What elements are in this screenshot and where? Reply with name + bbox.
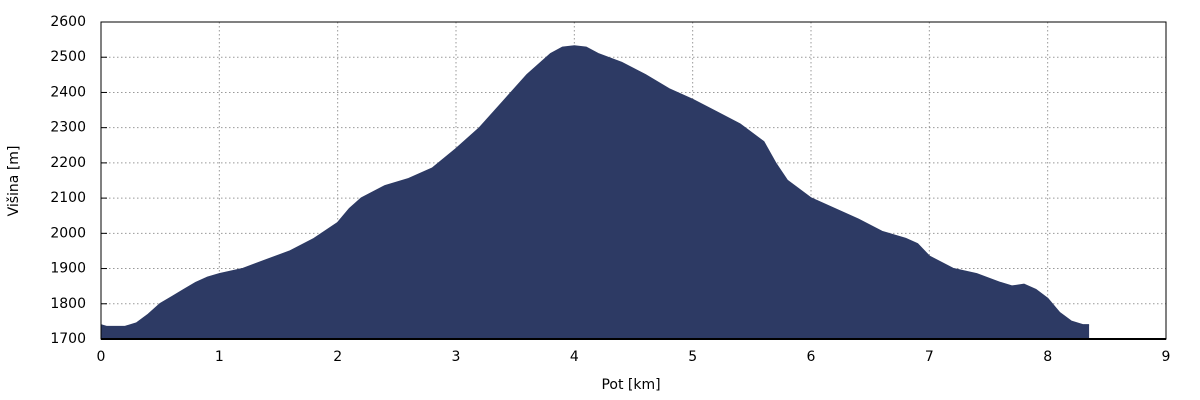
y-tick-label: 2300: [50, 120, 86, 136]
y-tick-label: 1700: [50, 331, 86, 347]
y-tick-label: 2400: [50, 84, 86, 100]
y-tick-label: 2200: [50, 155, 86, 171]
x-tick-label: 5: [688, 349, 697, 365]
y-tick-label: 2000: [50, 225, 86, 241]
area-fill: [101, 45, 1090, 339]
x-tick-label: 6: [807, 349, 816, 365]
x-tick-label: 7: [925, 349, 934, 365]
x-tick-label: 1: [215, 349, 224, 365]
y-tick-label: 1800: [50, 296, 86, 312]
y-tick-label: 2100: [50, 190, 86, 206]
y-tick-label: 2500: [50, 49, 86, 65]
y-tick-label: 2600: [50, 14, 86, 30]
y-axis-label: Višina [m]: [6, 146, 22, 217]
area-outline: [100, 45, 1090, 328]
x-axis-label: Pot [km]: [601, 377, 660, 393]
y-tick-label: 1900: [50, 261, 86, 277]
x-tick-label: 4: [570, 349, 579, 365]
x-tick-label: 2: [333, 349, 342, 365]
x-tick-label: 9: [1162, 349, 1171, 365]
x-tick-label: 0: [97, 349, 106, 365]
x-tick-label: 3: [452, 349, 461, 365]
x-tick-label: 8: [1043, 349, 1052, 365]
